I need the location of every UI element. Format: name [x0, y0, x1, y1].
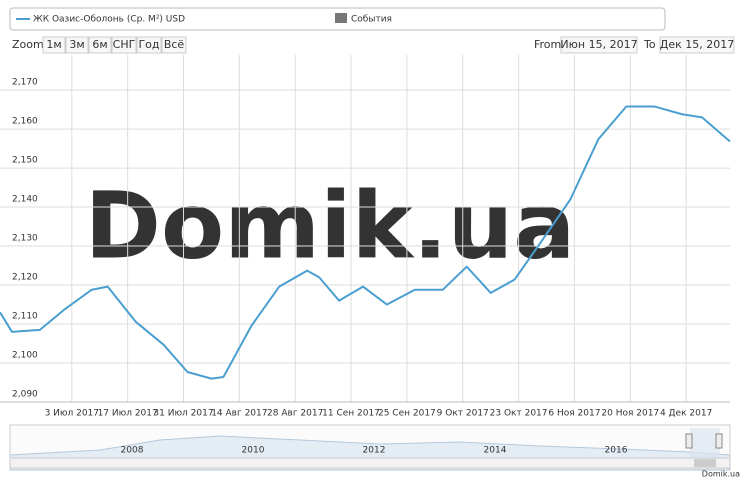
zoom-button[interactable] [65, 36, 89, 54]
legend-item[interactable]: События [351, 15, 392, 25]
x-tick-label: 14 Авг 2017 [211, 409, 267, 419]
zoom-button[interactable] [88, 36, 112, 54]
y-tick-label: 2,110 [12, 312, 38, 322]
series-line [0, 105, 731, 380]
from-label: From [534, 38, 561, 51]
x-tick-label: 23 Окт 2017 [490, 409, 548, 419]
legend-swatch [335, 13, 347, 23]
zoom-button[interactable] [161, 36, 187, 54]
x-tick-label: 3 Июл 2017 [45, 409, 99, 419]
x-tick-label: 6 Ноя 2017 [548, 409, 600, 419]
y-tick-label: 2,100 [12, 351, 38, 361]
from-value[interactable]: Июн 15, 2017 [560, 38, 637, 51]
y-tick-label: 2,090 [12, 390, 38, 400]
navigator-handle[interactable] [715, 433, 723, 449]
y-tick-label: 2,120 [12, 273, 38, 283]
y-tick-label: 2,150 [12, 156, 38, 166]
zoom-button[interactable] [111, 36, 137, 54]
x-tick-label: 11 Сен 2017 [322, 409, 380, 419]
y-tick-label: 2,140 [12, 195, 38, 205]
zoom-button-label[interactable]: 1м [46, 38, 61, 51]
navigator-label: 2010 [242, 446, 265, 456]
navigator-label: 2008 [121, 446, 144, 456]
x-tick-label: 25 Сен 2017 [378, 409, 436, 419]
x-tick-label: 31 Июл 2017 [153, 409, 213, 419]
scrollbar[interactable] [9, 457, 731, 469]
zoom-button-label[interactable]: 3м [69, 38, 84, 51]
x-tick-label: 4 Дек 2017 [660, 409, 712, 419]
legend-item[interactable]: ЖК Оазис-Оболонь (Ср. М²) USD [33, 15, 185, 25]
to-value[interactable]: Дек 15, 2017 [660, 38, 735, 51]
navigator-label: 2012 [363, 446, 386, 456]
to-label: To [643, 38, 656, 51]
y-tick-label: 2,170 [12, 78, 38, 88]
x-tick-label: 28 Авг 2017 [267, 409, 323, 419]
x-tick-label: 9 Окт 2017 [437, 409, 489, 419]
zoom-button-label[interactable]: СНГ [113, 38, 136, 51]
zoom-button-label[interactable]: Всё [164, 38, 185, 51]
scrollbar-thumb[interactable] [694, 459, 716, 467]
zoom-button[interactable] [42, 36, 66, 54]
watermark: Domik.ua [85, 172, 576, 279]
zoom-button-label[interactable]: Год [138, 38, 159, 51]
y-tick-label: 2,160 [12, 117, 38, 127]
navigator-label: 2016 [605, 446, 628, 456]
to-input[interactable] [659, 36, 735, 54]
from-input[interactable] [560, 36, 638, 54]
x-tick-label: 20 Ноя 2017 [601, 409, 659, 419]
x-tick-label: 17 Июл 2017 [98, 409, 158, 419]
y-tick-label: 2,130 [12, 234, 38, 244]
navigator-label: 2014 [484, 446, 507, 456]
zoom-button-label[interactable]: 6м [92, 38, 107, 51]
zoom-button[interactable] [136, 36, 162, 54]
zoom-label: Zoom [12, 38, 44, 51]
navigator-handle[interactable] [685, 433, 693, 449]
credit[interactable]: Domik.ua [702, 470, 740, 479]
